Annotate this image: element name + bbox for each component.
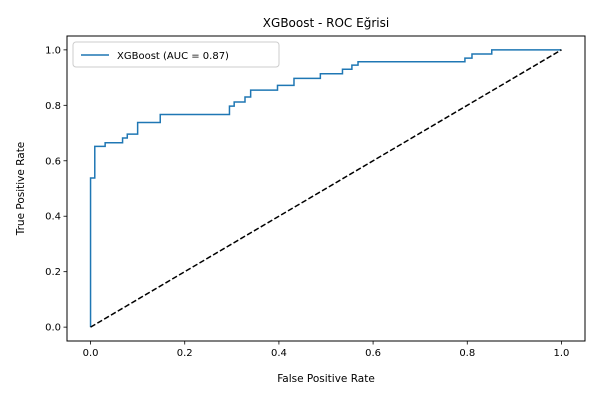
plot-frame bbox=[66, 35, 586, 342]
legend-box bbox=[72, 41, 280, 68]
y-tick-label: 0.2 bbox=[45, 267, 61, 278]
x-tick-label: 0.6 bbox=[365, 348, 381, 359]
plot-lines bbox=[89, 49, 562, 328]
y-tick-label: 1.0 bbox=[45, 45, 61, 56]
legend-label-xgboost: XGBoost (AUC = 0.87) bbox=[117, 51, 229, 62]
y-tick-label: 0.0 bbox=[45, 323, 61, 334]
random-baseline-line bbox=[90, 49, 562, 328]
chart-title: XGBoost - ROC Eğrisi bbox=[263, 16, 389, 30]
x-axis-label: False Positive Rate bbox=[277, 373, 375, 385]
roc-curve-xgboost bbox=[89, 49, 562, 328]
x-axis-ticks: 0.0 0.2 0.4 0.6 0.8 1.0 bbox=[83, 341, 570, 359]
x-tick-label: 0.2 bbox=[177, 348, 193, 359]
y-tick-label: 0.8 bbox=[45, 101, 61, 112]
y-axis-label: True Positive Rate bbox=[15, 142, 27, 237]
x-tick-label: 0.0 bbox=[83, 348, 99, 359]
x-tick-label: 0.4 bbox=[271, 348, 287, 359]
y-tick-label: 0.4 bbox=[45, 212, 61, 223]
y-tick-label: 0.6 bbox=[45, 156, 61, 167]
legend: XGBoost (AUC = 0.87) bbox=[72, 41, 280, 68]
x-tick-label: 1.0 bbox=[554, 348, 570, 359]
y-axis-ticks: 0.0 0.2 0.4 0.6 0.8 1.0 bbox=[45, 45, 67, 334]
x-tick-label: 0.8 bbox=[459, 348, 475, 359]
